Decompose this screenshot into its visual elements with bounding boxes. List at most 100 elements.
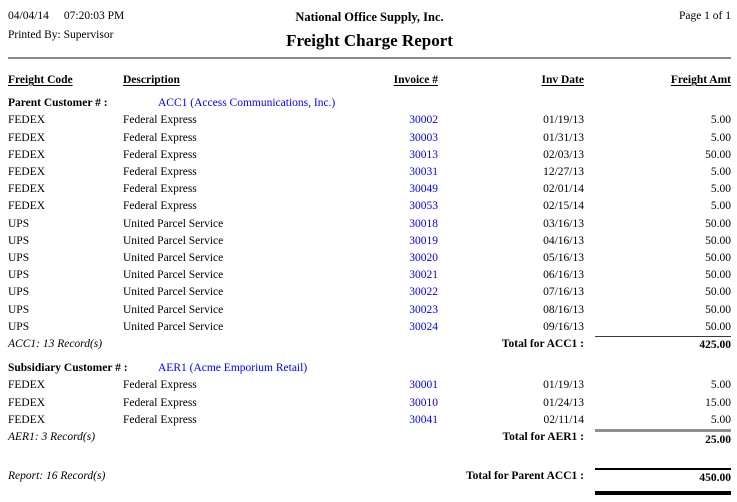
freight-code-cell: UPS	[8, 303, 30, 316]
freight-amt-cell: 50.00	[705, 148, 731, 161]
customer-link[interactable]: ACC1 (Access Communications, Inc.)	[158, 97, 336, 110]
freight-amt-cell: 5.00	[710, 379, 731, 392]
invoice-cell: 30031	[328, 164, 438, 181]
table-row: FEDEX Federal Express 30041 02/11/14 5.00	[8, 412, 731, 429]
freight-amt-cell: 5.00	[710, 413, 731, 426]
freight-code-cell: FEDEX	[8, 379, 46, 392]
inv-date-cell: 03/16/13	[543, 217, 584, 230]
description-cell: United Parcel Service	[123, 320, 224, 333]
freight-code-cell: FEDEX	[8, 148, 46, 161]
report-total-row: Report: 16 Record(s) Total for Parent AC…	[8, 468, 731, 496]
invoice-link[interactable]: 30020	[409, 252, 438, 265]
table-row: UPS United Parcel Service 30021 06/16/13 50.…	[8, 267, 731, 284]
header-right: Page 1 of 1	[506, 10, 731, 53]
freight-code-cell: FEDEX	[8, 114, 46, 127]
invoice-link[interactable]: 30021	[409, 269, 438, 282]
freight-code-cell: UPS	[8, 320, 30, 333]
group-total-row: AER1: 3 Record(s) Total for AER1 : 25.00	[8, 429, 731, 449]
table-row: FEDEX Federal Express 30010 01/24/13 15.00	[8, 395, 731, 412]
customer-link[interactable]: AER1 (Acme Emporium Retail)	[158, 362, 308, 375]
invoice-cell: 30021	[328, 267, 438, 284]
freight-code-cell: FEDEX	[8, 183, 46, 196]
column-header-invoice: Invoice #	[393, 74, 438, 86]
freight-code-cell: UPS	[8, 252, 30, 265]
invoice-link[interactable]: 30023	[409, 303, 438, 316]
group-header: Parent Customer # : ACC1 (Access Communic…	[8, 95, 731, 112]
inv-date-cell: 02/15/14	[543, 200, 584, 213]
invoice-link[interactable]: 30049	[409, 183, 438, 196]
print-datetime: 04/04/14 07:20:03 PM	[8, 10, 233, 29]
inv-date-cell: 01/24/13	[543, 396, 584, 409]
invoice-cell: 30022	[328, 284, 438, 301]
description-cell: Federal Express	[123, 200, 197, 213]
inv-date-cell: 01/19/13	[543, 114, 584, 127]
freight-code-cell: UPS	[8, 269, 30, 282]
inv-date-cell: 05/16/13	[543, 252, 584, 265]
freight-amt-cell: 50.00	[705, 286, 731, 299]
report-title: Freight Charge Report	[286, 31, 453, 50]
inv-date-cell: 02/11/14	[543, 413, 584, 426]
customer-type-label: Parent Customer # :	[8, 97, 108, 110]
description-cell: Federal Express	[123, 131, 197, 144]
freight-amt-cell: 50.00	[705, 303, 731, 316]
inv-date-cell: 06/16/13	[543, 269, 584, 282]
page-header: 04/04/14 07:20:03 PM Printed By: Supervis…	[8, 10, 731, 53]
grand-total-double-underline	[595, 491, 731, 496]
report-total-amount-box: 450.00	[595, 468, 731, 496]
description-cell: Federal Express	[123, 396, 197, 409]
invoice-link[interactable]: 30003	[409, 131, 438, 144]
invoice-link[interactable]: 30002	[409, 114, 438, 127]
group-total-amount: 25.00	[595, 429, 731, 449]
invoice-link[interactable]: 30019	[409, 234, 438, 247]
inv-date-cell: 07/16/13	[543, 286, 584, 299]
report-record-count: Report: 16 Record(s)	[8, 470, 106, 483]
invoice-link[interactable]: 30022	[409, 286, 438, 299]
freight-code-cell: FEDEX	[8, 131, 46, 144]
column-header-inv-date: Inv Date	[541, 74, 585, 86]
invoice-link[interactable]: 30031	[409, 166, 438, 179]
invoice-link[interactable]: 30041	[409, 413, 438, 426]
freight-amt-cell: 50.00	[705, 269, 731, 282]
table-row: UPS United Parcel Service 30020 05/16/13 50.…	[8, 250, 731, 267]
group-total-label: Total for ACC1 :	[501, 338, 584, 351]
description-cell: United Parcel Service	[123, 286, 224, 299]
invoice-link[interactable]: 30013	[409, 148, 438, 161]
table-row: FEDEX Federal Express 30001 01/19/13 5.00	[8, 377, 731, 394]
customer-type-label: Subsidiary Customer # :	[8, 362, 128, 375]
description-cell: Federal Express	[123, 114, 197, 127]
invoice-link[interactable]: 30001	[409, 379, 438, 392]
header-left: 04/04/14 07:20:03 PM Printed By: Supervis…	[8, 10, 233, 53]
invoice-cell: 30041	[328, 412, 438, 429]
invoice-cell: 30023	[328, 302, 438, 319]
freight-amt-cell: 5.00	[710, 200, 731, 213]
table-row: FEDEX Federal Express 30002 01/19/13 5.00	[8, 112, 731, 129]
print-date: 04/04/14	[8, 10, 49, 22]
invoice-link[interactable]: 30018	[409, 217, 438, 230]
invoice-link[interactable]: 30053	[409, 200, 438, 213]
invoice-link[interactable]: 30024	[409, 320, 438, 333]
inv-date-cell: 01/19/13	[543, 379, 584, 392]
invoice-cell: 30024	[328, 319, 438, 336]
invoice-cell: 30019	[328, 233, 438, 250]
invoice-cell: 30018	[328, 216, 438, 233]
invoice-cell: 30053	[328, 198, 438, 215]
table-row: UPS United Parcel Service 30022 07/16/13 50.…	[8, 284, 731, 301]
freight-amt-cell: 15.00	[705, 396, 731, 409]
table-row: FEDEX Federal Express 30031 12/27/13 5.00	[8, 164, 731, 181]
invoice-link[interactable]: 30010	[409, 396, 438, 409]
print-time: 07:20:03 PM	[63, 10, 125, 22]
table-row: UPS United Parcel Service 30023 08/16/13 50.…	[8, 302, 731, 319]
inv-date-cell: 02/01/14	[543, 183, 584, 196]
group-record-count: AER1: 3 Record(s)	[8, 431, 96, 444]
description-cell: United Parcel Service	[123, 217, 224, 230]
freight-amt-cell: 50.00	[705, 217, 731, 230]
inv-date-cell: 01/31/13	[543, 131, 584, 144]
inv-date-cell: 02/03/13	[543, 148, 584, 161]
page-number: Page 1 of 1	[678, 10, 731, 22]
freight-code-cell: UPS	[8, 286, 30, 299]
invoice-cell: 30020	[328, 250, 438, 267]
invoice-cell: 30003	[328, 130, 438, 147]
description-cell: United Parcel Service	[123, 252, 224, 265]
description-cell: Federal Express	[123, 183, 197, 196]
